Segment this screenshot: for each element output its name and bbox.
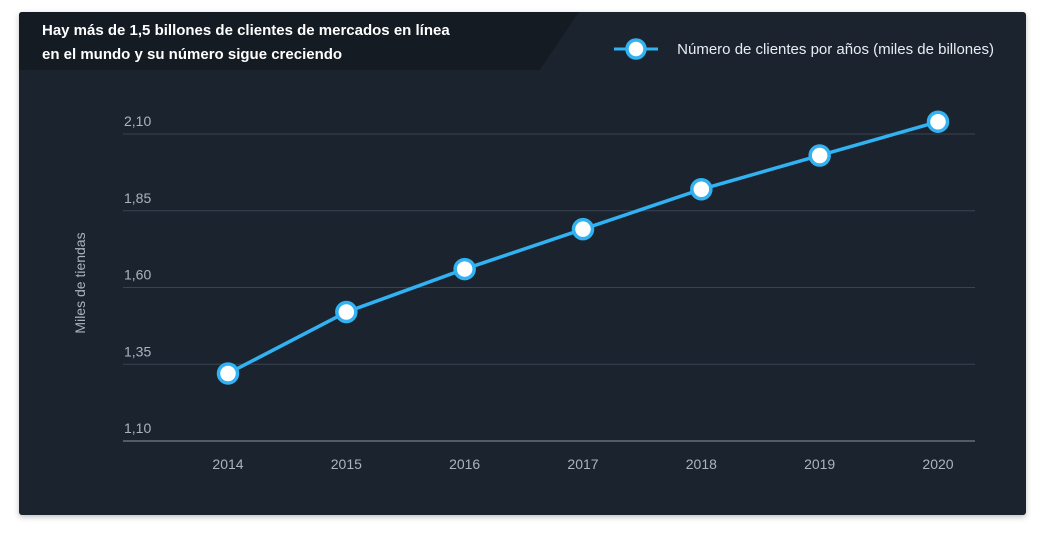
chart-title: Hay más de 1,5 billones de clientes de m… [42,19,542,67]
legend-line-marker-icon [614,38,659,60]
data-point[interactable] [926,110,950,133]
x-tick-label: 2015 [331,456,362,472]
data-point[interactable] [216,362,240,385]
x-tick-label: 2018 [686,456,717,472]
x-tick-labels: 2014 2015 2016 2017 2018 2019 2020 [212,456,953,472]
y-tick-label: 1,60 [124,267,151,283]
data-point[interactable] [571,217,595,241]
series-line [227,120,939,376]
series-layer [216,110,950,385]
y-axis-label: Miles de tiendas [72,232,88,333]
y-tick-label: 1,10 [124,420,151,436]
data-point[interactable] [453,257,476,281]
data-point[interactable] [690,178,713,201]
line-chart: 1,101,351,601,852,10 2014 2015 2016 2017 201… [72,110,975,472]
chart-card: Hay más de 1,5 billones de clientes de m… [19,12,1026,515]
y-tick-label: 1,35 [124,343,151,359]
y-tick-label: 1,85 [124,190,151,206]
title-banner: Hay más de 1,5 billones de clientes de m… [19,12,579,70]
legend-label: Número de clientes por años (miles de bi… [677,40,994,58]
x-tick-label: 2020 [922,456,953,472]
legend[interactable]: Número de clientes por años (miles de bi… [613,36,994,62]
y-tick-labels: 1,10 1,35 1,60 1,85 2,10 [124,113,151,436]
x-tick-label: 2016 [449,456,480,472]
data-point[interactable] [808,144,831,167]
chart-title-line-2: en el mundo y su número sigue creciendo [42,46,343,63]
chart-title-line-1: Hay más de 1,5 billones de clientes de m… [42,22,450,39]
x-tick-label: 2014 [212,456,243,472]
x-tick-label: 2017 [567,456,598,472]
y-tick-label: 2,10 [124,113,151,129]
x-tick-label: 2019 [804,456,835,472]
data-point[interactable] [335,300,358,324]
grid-lines [123,133,975,442]
